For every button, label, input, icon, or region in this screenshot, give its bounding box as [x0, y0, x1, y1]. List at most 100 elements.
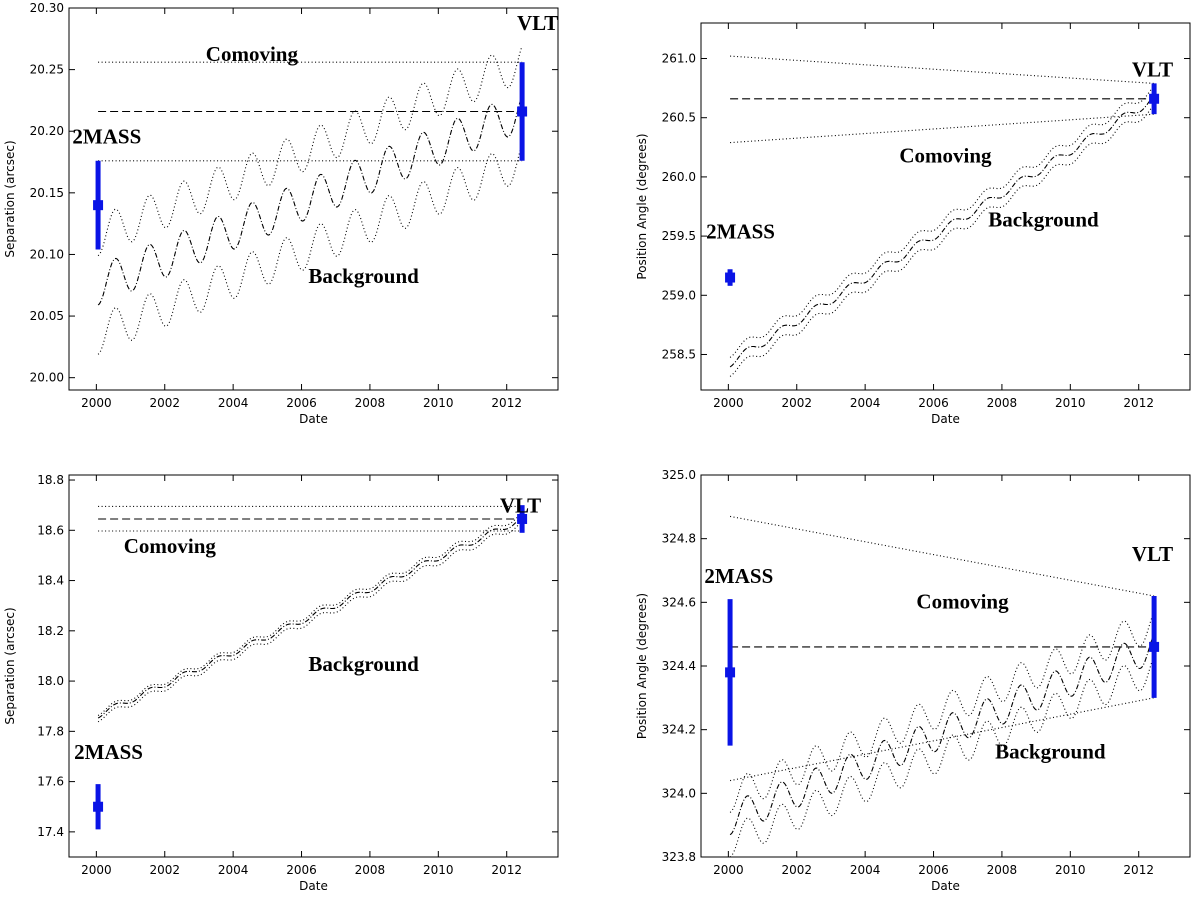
x-tick-label: 2002 [149, 863, 180, 877]
x-axis-label: Date [299, 879, 328, 893]
y-tick-label: 258.5 [662, 347, 696, 361]
series-background-lower [729, 104, 1155, 377]
x-tick-label: 2008 [987, 863, 1018, 877]
point-vlt [517, 513, 528, 524]
y-tick-label: 324.2 [662, 723, 696, 737]
x-tick-label: 2006 [286, 396, 317, 410]
x-tick-label: 2010 [1055, 396, 1086, 410]
y-tick-label: 18.4 [37, 574, 64, 588]
y-axis-label: Position Angle (degrees) [635, 133, 649, 279]
y-tick-label: 18.0 [37, 674, 64, 688]
x-tick-label: 2012 [491, 396, 522, 410]
series-background-upper [729, 85, 1155, 358]
x-tick-label: 2012 [1123, 863, 1154, 877]
point-2mass [725, 667, 736, 678]
plot-frame [68, 474, 559, 858]
x-axis-label: Date [931, 879, 960, 893]
x-axis-label: Date [931, 412, 960, 426]
y-tick-label: 20.00 [30, 371, 64, 385]
point-2mass [93, 801, 104, 812]
x-tick-label: 2004 [850, 396, 881, 410]
x-tick-label: 2004 [218, 863, 249, 877]
y-tick-label: 20.25 [30, 63, 64, 77]
x-tick-label: 2006 [286, 863, 317, 877]
series-background [729, 95, 1155, 368]
x-tick-label: 2010 [1055, 863, 1086, 877]
y-tick-label: 17.8 [37, 724, 64, 738]
panel-top-left: 2000 2002 2004 2006 2008 2010 2012 20.00 20.05 20… [3, 1, 559, 426]
y-tick-label: 20.30 [30, 1, 64, 15]
annotation-vlt: VLT [517, 11, 558, 35]
y-tick-label: 17.4 [37, 825, 64, 839]
x-tick-label: 2000 [713, 863, 744, 877]
annotation-2mass: 2MASS [706, 219, 775, 243]
annotation-background: Background [995, 739, 1106, 763]
y-tick-label: 18.2 [37, 624, 64, 638]
y-tick-label: 18.6 [37, 523, 64, 537]
x-tick-label: 2002 [781, 863, 812, 877]
x-tick-label: 2010 [423, 396, 454, 410]
series-background-upper [97, 46, 523, 257]
x-tick-label: 2008 [355, 396, 386, 410]
annotation-comoving: Comoving [206, 42, 299, 66]
annotation-background: Background [308, 652, 419, 676]
y-tick-label: 261.0 [662, 52, 696, 66]
x-tick-label: 2006 [918, 396, 949, 410]
y-tick-label: 324.0 [662, 786, 696, 800]
x-tick-label: 2000 [713, 396, 744, 410]
x-tick-label: 2012 [1123, 396, 1154, 410]
annotation-vlt: VLT [1132, 542, 1173, 566]
y-tick-label: 260.5 [662, 111, 696, 125]
x-tick-label: 2002 [781, 396, 812, 410]
series-comoving-upper [729, 515, 1155, 597]
y-tick-label: 259.0 [662, 288, 696, 302]
y-tick-label: 325.0 [662, 468, 696, 482]
x-tick-label: 2008 [987, 396, 1018, 410]
y-tick-label: 323.8 [662, 850, 696, 864]
annotation-background: Background [988, 208, 1099, 232]
y-tick-label: 20.15 [30, 186, 64, 200]
point-vlt [1149, 641, 1160, 652]
y-tick-label: 17.6 [37, 775, 64, 789]
y-tick-label: 259.5 [662, 229, 696, 243]
y-tick-label: 20.05 [30, 309, 64, 323]
panel-bottom-right: 2000 2002 2004 2006 2008 2010 2012 323.8 324.0 32… [635, 468, 1191, 893]
annotation-2mass: 2MASS [72, 125, 141, 149]
plot-frame [68, 7, 559, 391]
x-tick-label: 2002 [149, 396, 180, 410]
x-tick-label: 2000 [81, 863, 112, 877]
y-tick-label: 260.0 [662, 170, 696, 184]
point-2mass [725, 272, 736, 283]
series-comoving-lower [730, 113, 1155, 144]
series-background [97, 516, 523, 719]
y-axis-label: Separation (arcsec) [3, 140, 17, 257]
y-axis-label: Separation (arcsec) [3, 607, 17, 724]
y-axis-label: Position Angle (degrees) [635, 593, 649, 739]
series-background [729, 633, 1155, 836]
plot-frame [700, 22, 1191, 391]
annotation-comoving: Comoving [916, 590, 1009, 614]
annotation-vlt: VLT [500, 494, 541, 518]
panel-bottom-left: 2000 2002 2004 2006 2008 2010 2012 17.4 17.6 17.8… [3, 473, 559, 893]
series-background [97, 95, 523, 306]
x-tick-label: 2006 [918, 863, 949, 877]
series-comoving-upper [730, 55, 1155, 84]
point-2mass [93, 200, 104, 211]
y-tick-label: 324.6 [662, 595, 696, 609]
annotation-comoving: Comoving [899, 144, 992, 168]
panel-top-right: 2000 2002 2004 2006 2008 2010 2012 258.5 259.0 25… [635, 22, 1191, 426]
x-tick-label: 2000 [81, 396, 112, 410]
x-axis-label: Date [299, 412, 328, 426]
annotation-2mass: 2MASS [74, 740, 143, 764]
annotation-vlt: VLT [1132, 57, 1173, 81]
x-tick-label: 2010 [423, 863, 454, 877]
plot-frame [700, 474, 1191, 858]
x-tick-label: 2008 [355, 863, 386, 877]
y-tick-label: 324.8 [662, 532, 696, 546]
point-vlt [517, 106, 528, 117]
y-tick-label: 20.20 [30, 124, 64, 138]
y-tick-label: 324.4 [662, 659, 696, 673]
x-tick-label: 2004 [850, 863, 881, 877]
y-tick-label: 18.8 [37, 473, 64, 487]
